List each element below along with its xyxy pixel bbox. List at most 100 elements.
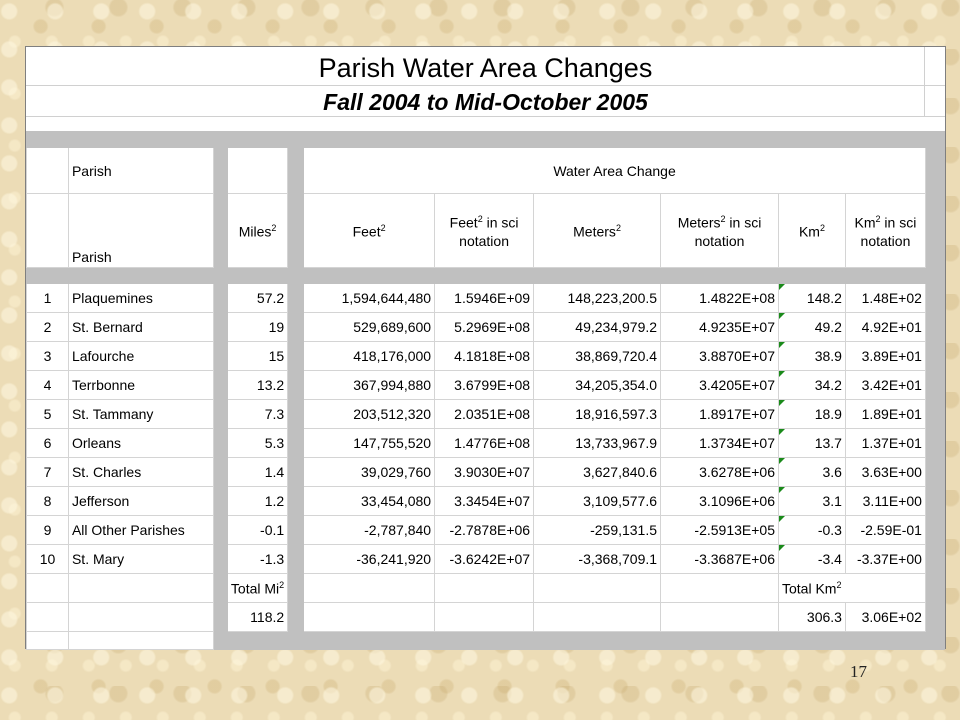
meters-sci-value: 1.3734E+07: [660, 428, 779, 458]
feet-value: -2,787,840: [303, 515, 436, 545]
row-number: 4: [26, 370, 69, 400]
meters-sci-value: 4.9235E+07: [660, 312, 779, 342]
feet-sci-value: 5.2969E+08: [434, 312, 535, 342]
total-km-value: 306.3: [777, 602, 846, 632]
gridline: [26, 116, 945, 117]
total-km-label: Total Km2: [777, 573, 926, 603]
row-number: 3: [26, 341, 69, 371]
table-row: 2 St. Bernard 19 529,689,600 5.2969E+08 49,23…: [26, 312, 946, 342]
row-number: 1: [26, 283, 69, 313]
spreadsheet: Parish Water Area Changes Fall 2004 to M…: [25, 46, 946, 650]
table-row: 10 St. Mary -1.3 -36,241,920 -3.6242E+07 -3,3…: [26, 544, 946, 574]
km-sci-value: -3.37E+00: [844, 544, 926, 574]
meters-value: 18,916,597.3: [533, 399, 662, 429]
feet-value: 39,029,760: [303, 457, 436, 487]
km-value: 18.9: [777, 399, 846, 429]
meters-sci-column-header: Meters2 in sci notation: [660, 193, 779, 268]
parish-name: St. Bernard: [67, 312, 214, 342]
row-number: 9: [26, 515, 69, 545]
feet-sci-value: 2.0351E+08: [434, 399, 535, 429]
total-km-sci-value: 3.06E+02: [844, 602, 926, 632]
parish-name: St. Mary: [67, 544, 214, 574]
parish-column-header: Parish: [67, 193, 214, 268]
km-sci-value: 3.11E+00: [844, 486, 926, 516]
feet-sci-value: -3.6242E+07: [434, 544, 535, 574]
parish-name: Orleans: [67, 428, 214, 458]
km-value: 49.2: [777, 312, 846, 342]
page-number: 17: [850, 662, 867, 681]
miles-value: 7.3: [226, 399, 289, 429]
feet-sci-value: 3.3454E+07: [434, 486, 535, 516]
meters-column-header: Meters2: [533, 193, 662, 268]
miles-value: -1.3: [226, 544, 289, 574]
table-row: 5 St. Tammany 7.3 203,512,320 2.0351E+08 18,9…: [26, 399, 946, 429]
feet-sci-value: 1.5946E+09: [434, 283, 535, 313]
meters-value: -259,131.5: [533, 515, 662, 545]
row-number: 5: [26, 399, 69, 429]
miles-value: 5.3: [226, 428, 289, 458]
km-value: 38.9: [777, 341, 846, 371]
feet-sci-value: 3.9030E+07: [434, 457, 535, 487]
total-mi-label: Total Mi2: [226, 573, 289, 603]
km-value: -3.4: [777, 544, 846, 574]
km-sci-value: 3.63E+00: [844, 457, 926, 487]
row-number: 2: [26, 312, 69, 342]
parish-name: Jefferson: [67, 486, 214, 516]
totals-label-row: Total Mi2 Total Km2: [26, 573, 946, 603]
miles-value: 15: [226, 341, 289, 371]
table-row: 8 Jefferson 1.2 33,454,080 3.3454E+07 3,109,5…: [26, 486, 946, 516]
feet-value: 418,176,000: [303, 341, 436, 371]
parish-name: St. Charles: [67, 457, 214, 487]
km-value: 148.2: [777, 283, 846, 313]
feet-sci-value: 4.1818E+08: [434, 341, 535, 371]
parish-name: Lafourche: [67, 341, 214, 371]
feet-sci-column-header: Feet2 in sci notation: [434, 193, 535, 268]
miles-value: 1.4: [226, 457, 289, 487]
parish-name: Terrbonne: [67, 370, 214, 400]
miles-value: 1.2: [226, 486, 289, 516]
meters-sci-value: 3.6278E+06: [660, 457, 779, 487]
band-row: [26, 631, 946, 650]
meters-value: 34,205,354.0: [533, 370, 662, 400]
table-row: 3 Lafourche 15 418,176,000 4.1818E+08 38,869,…: [26, 341, 946, 371]
title-area: Parish Water Area Changes Fall 2004 to M…: [26, 47, 945, 163]
feet-sci-value: 3.6799E+08: [434, 370, 535, 400]
table-row: 9 All Other Parishes -0.1 -2,787,840 -2.7878…: [26, 515, 946, 545]
row-number: 10: [26, 544, 69, 574]
feet-sci-value: 1.4776E+08: [434, 428, 535, 458]
km-value: 3.1: [777, 486, 846, 516]
feet-sci-value: -2.7878E+06: [434, 515, 535, 545]
total-mi-value: 118.2: [226, 602, 289, 632]
row-number: 6: [26, 428, 69, 458]
feet-value: 203,512,320: [303, 399, 436, 429]
feet-value: 1,594,644,480: [303, 283, 436, 313]
miles-value: -0.1: [226, 515, 289, 545]
table-row: 7 St. Charles 1.4 39,029,760 3.9030E+07 3,627…: [26, 457, 946, 487]
band-row: [26, 131, 945, 148]
meters-value: 3,627,840.6: [533, 457, 662, 487]
meters-value: 38,869,720.4: [533, 341, 662, 371]
gridline: [924, 47, 925, 117]
feet-value: 147,755,520: [303, 428, 436, 458]
water-area-change-header: Water Area Change: [303, 147, 926, 194]
table-row: 4 Terrbonne 13.2 367,994,880 3.6799E+08 34,20…: [26, 370, 946, 400]
km-column-header: Km2: [777, 193, 846, 268]
feet-value: 529,689,600: [303, 312, 436, 342]
km-sci-value: 1.37E+01: [844, 428, 926, 458]
header-row-2: Parish Miles2 Feet2 Feet2 in sci notatio…: [26, 193, 946, 268]
header-row-1: Parish Water Area Change: [26, 147, 946, 194]
km-sci-value: 4.92E+01: [844, 312, 926, 342]
meters-value: -3,368,709.1: [533, 544, 662, 574]
parish-group-header: Parish: [67, 147, 214, 194]
miles-value: 57.2: [226, 283, 289, 313]
km-sci-value: 3.89E+01: [844, 341, 926, 371]
meters-sci-value: 1.8917E+07: [660, 399, 779, 429]
band-row: [26, 267, 945, 284]
km-value: 3.6: [777, 457, 846, 487]
meters-value: 148,223,200.5: [533, 283, 662, 313]
data-rows: 1 Plaquemines 57.2 1,594,644,480 1.5946E+09 1…: [26, 283, 946, 574]
km-value: 13.7: [777, 428, 846, 458]
meters-sci-value: 3.4205E+07: [660, 370, 779, 400]
meters-value: 13,733,967.9: [533, 428, 662, 458]
table-row: 6 Orleans 5.3 147,755,520 1.4776E+08 13,733,9…: [26, 428, 946, 458]
